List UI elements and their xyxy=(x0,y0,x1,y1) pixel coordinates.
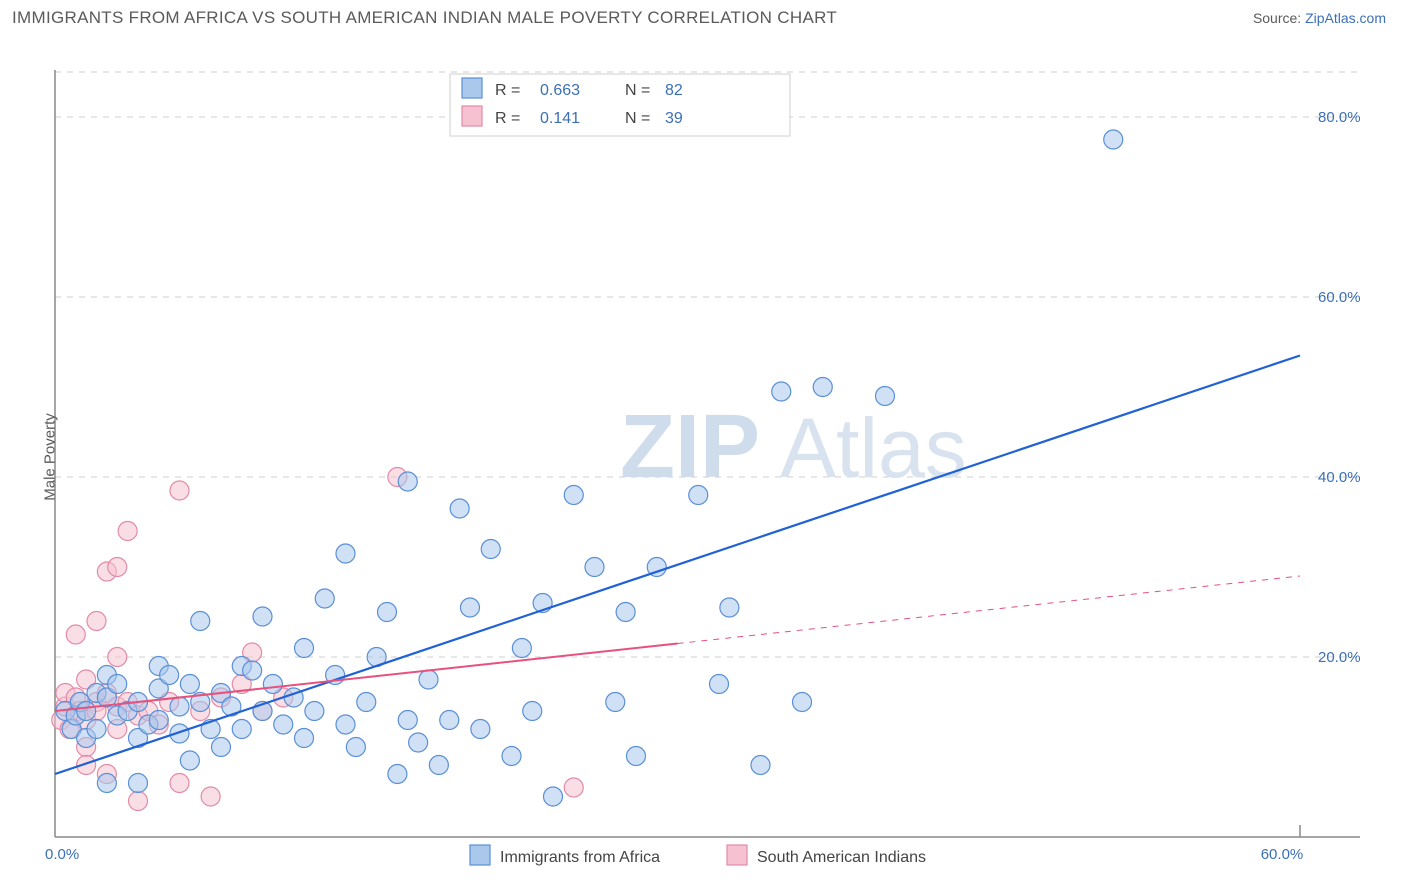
x-tick-label: 60.0% xyxy=(1261,846,1304,863)
data-point-blue xyxy=(1104,130,1123,149)
data-point-blue xyxy=(212,738,231,757)
data-point-blue xyxy=(388,765,407,784)
source-prefix: Source: xyxy=(1253,10,1305,26)
data-point-blue xyxy=(544,787,563,806)
legend-swatch xyxy=(462,106,482,126)
data-point-blue xyxy=(419,670,438,689)
data-point-blue xyxy=(191,612,210,631)
data-point-pink xyxy=(129,792,148,811)
data-point-blue xyxy=(440,711,459,730)
data-point-pink xyxy=(118,522,137,541)
data-point-blue xyxy=(180,675,199,694)
source-attribution: Source: ZipAtlas.com xyxy=(1253,10,1386,26)
data-point-blue xyxy=(616,603,635,622)
y-tick-label: 40.0% xyxy=(1318,469,1361,486)
data-point-blue xyxy=(253,607,272,626)
data-point-pink xyxy=(108,558,127,577)
data-point-blue xyxy=(710,675,729,694)
legend-n-value: 82 xyxy=(665,82,683,99)
y-tick-label: 80.0% xyxy=(1318,109,1361,126)
data-point-blue xyxy=(793,693,812,712)
series-swatch xyxy=(470,845,490,865)
data-point-blue xyxy=(149,711,168,730)
data-point-blue xyxy=(357,693,376,712)
data-point-blue xyxy=(305,702,324,721)
series-label: South American Indians xyxy=(757,849,926,866)
data-point-blue xyxy=(564,486,583,505)
data-point-blue xyxy=(398,472,417,491)
data-point-blue xyxy=(378,603,397,622)
data-point-blue xyxy=(243,661,262,680)
legend-r-value: 0.663 xyxy=(540,82,580,99)
data-point-blue xyxy=(77,702,96,721)
data-point-blue xyxy=(232,720,251,739)
data-point-pink xyxy=(201,787,220,806)
data-point-blue xyxy=(170,697,189,716)
header: IMMIGRANTS FROM AFRICA VS SOUTH AMERICAN… xyxy=(0,0,1406,32)
data-point-blue xyxy=(606,693,625,712)
data-point-blue xyxy=(481,540,500,559)
data-point-blue xyxy=(772,382,791,401)
data-point-blue xyxy=(295,639,314,658)
data-point-blue xyxy=(274,715,293,734)
data-point-pink xyxy=(564,778,583,797)
data-point-blue xyxy=(97,774,116,793)
data-point-blue xyxy=(409,733,428,752)
series-swatch xyxy=(727,845,747,865)
trendline-pink-extrapolated xyxy=(678,576,1301,644)
data-point-blue xyxy=(87,720,106,739)
data-point-blue xyxy=(512,639,531,658)
data-point-pink xyxy=(170,774,189,793)
data-point-blue xyxy=(295,729,314,748)
legend-n-label: N = xyxy=(625,110,650,127)
data-point-blue xyxy=(346,738,365,757)
x-tick-label: 0.0% xyxy=(45,846,79,863)
watermark: Atlas xyxy=(780,401,967,495)
y-axis-label: Male Poverty xyxy=(41,413,58,501)
data-point-blue xyxy=(502,747,521,766)
chart-title: IMMIGRANTS FROM AFRICA VS SOUTH AMERICAN… xyxy=(12,8,837,28)
data-point-blue xyxy=(450,499,469,518)
watermark: ZIP xyxy=(620,397,760,497)
legend-n-value: 39 xyxy=(665,110,683,127)
data-point-blue xyxy=(336,715,355,734)
data-point-blue xyxy=(813,378,832,397)
legend-swatch xyxy=(462,78,482,98)
data-point-pink xyxy=(108,648,127,667)
data-point-blue xyxy=(315,589,334,608)
legend-r-value: 0.141 xyxy=(540,110,580,127)
y-tick-label: 20.0% xyxy=(1318,649,1361,666)
data-point-blue xyxy=(429,756,448,775)
data-point-pink xyxy=(66,625,85,644)
data-point-blue xyxy=(627,747,646,766)
data-point-blue xyxy=(585,558,604,577)
legend-r-label: R = xyxy=(495,110,520,127)
series-label: Immigrants from Africa xyxy=(500,849,660,866)
data-point-blue xyxy=(720,598,739,617)
data-point-blue xyxy=(523,702,542,721)
y-tick-label: 60.0% xyxy=(1318,289,1361,306)
data-point-blue xyxy=(263,675,282,694)
legend-n-label: N = xyxy=(625,82,650,99)
data-point-blue xyxy=(336,544,355,563)
legend-r-label: R = xyxy=(495,82,520,99)
data-point-pink xyxy=(87,612,106,631)
scatter-chart: ZIPAtlas 20.0% 40.0% 60.0% 80.0% 0.0% 60.0% R =… xyxy=(0,32,1406,882)
data-point-blue xyxy=(129,774,148,793)
data-point-blue xyxy=(689,486,708,505)
data-point-blue xyxy=(180,751,199,770)
data-point-blue xyxy=(398,711,417,730)
data-point-blue xyxy=(876,387,895,406)
source-link[interactable]: ZipAtlas.com xyxy=(1305,10,1386,26)
data-point-blue xyxy=(160,666,179,685)
data-point-pink xyxy=(170,481,189,500)
data-point-blue xyxy=(751,756,770,775)
data-point-blue xyxy=(461,598,480,617)
data-point-blue xyxy=(471,720,490,739)
chart-area: Male Poverty ZIPAtlas 20.0% 40.0% 60.0% 80.0… xyxy=(0,32,1406,882)
data-point-blue xyxy=(108,675,127,694)
